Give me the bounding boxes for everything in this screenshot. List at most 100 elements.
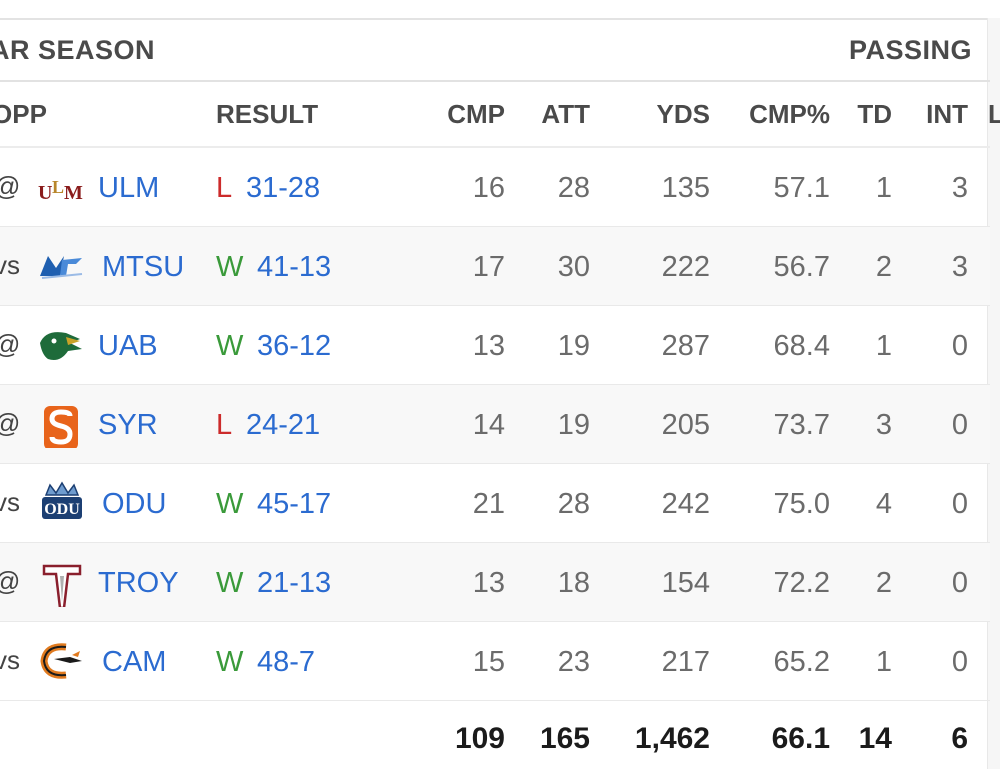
col-yds[interactable]: YDS: [656, 99, 710, 129]
cmp-pct-value: 72.2: [773, 567, 830, 599]
table-row[interactable]: @ TROY W 21-13 13 18 154 72.2 2 0: [0, 543, 990, 622]
result-score-link[interactable]: 21-13: [257, 567, 332, 599]
result-score-link[interactable]: 31-28: [246, 172, 321, 204]
location-prefix: vs: [0, 250, 20, 280]
table-row[interactable]: @ SYR L 24-21 14 19 205 73.7 3 0: [0, 385, 990, 464]
td-value: 2: [875, 567, 892, 599]
table-row[interactable]: vs ODU ODU W 45-17 21 28 242 75.0 4 0: [0, 464, 990, 543]
int-value: 3: [951, 251, 968, 283]
att-value: 23: [557, 646, 590, 678]
yds-value: 222: [661, 251, 710, 283]
yds-value: 154: [661, 567, 710, 599]
opponent-link[interactable]: CAM: [102, 646, 167, 678]
result-wl: W: [216, 567, 244, 599]
td-value: 3: [875, 409, 892, 441]
result-wl: L: [216, 172, 233, 204]
int-value: 0: [951, 409, 968, 441]
uab-dragon-logo-icon: [40, 332, 82, 360]
result-wl: W: [216, 251, 244, 283]
odu-crown-logo-icon: ODU: [42, 481, 82, 519]
result-wl: W: [216, 646, 244, 678]
result-wl: L: [216, 409, 233, 441]
cmp-pct-value: 75.0: [773, 488, 830, 520]
table-row[interactable]: @ U L M ULM L 31-28 16 28 135 57.1 1 3: [0, 148, 990, 227]
cam-logo-icon: [40, 643, 82, 679]
total-cmp: 109: [454, 722, 505, 755]
total-td: 14: [858, 722, 892, 755]
opponent-link[interactable]: ODU: [102, 488, 167, 520]
season-header: AR SEASON PASSING: [0, 22, 990, 82]
att-value: 28: [557, 172, 590, 204]
col-cmp-pct[interactable]: CMP%: [749, 99, 830, 129]
col-td[interactable]: TD: [857, 99, 892, 129]
int-value: 0: [951, 567, 968, 599]
cmp-value: 14: [472, 409, 505, 441]
table-row[interactable]: vs CAM W 48-7 15 23 217 65.2 1 0: [0, 622, 990, 701]
int-value: 3: [951, 172, 968, 204]
table-row[interactable]: vs MTSU W 41-13 17 30 222 56.7 2 3: [0, 227, 990, 306]
cmp-value: 21: [472, 488, 505, 520]
opponent-link[interactable]: TROY: [98, 567, 179, 599]
td-value: 2: [875, 251, 892, 283]
cmp-pct-value: 68.4: [773, 330, 830, 362]
int-value: 0: [951, 488, 968, 520]
syr-logo-icon: [44, 406, 78, 448]
svg-text:L: L: [52, 177, 64, 197]
troy-logo-icon: [42, 564, 82, 607]
result-score-link[interactable]: 48-7: [257, 646, 316, 678]
cmp-value: 13: [472, 330, 505, 362]
passing-section-title: PASSING: [848, 35, 972, 65]
col-opp[interactable]: OPP: [0, 99, 47, 129]
att-value: 28: [557, 488, 590, 520]
att-value: 19: [557, 409, 590, 441]
col-cmp[interactable]: CMP: [447, 99, 505, 129]
col-extra[interactable]: L: [988, 99, 1000, 129]
col-int[interactable]: INT: [926, 99, 968, 129]
opponent-link[interactable]: SYR: [98, 409, 158, 441]
result-score-link[interactable]: 36-12: [257, 330, 332, 362]
location-prefix: @: [0, 170, 20, 202]
ulm-logo-icon: U L M: [38, 177, 83, 204]
result-score-link[interactable]: 24-21: [246, 409, 321, 441]
svg-text:U: U: [38, 182, 52, 204]
opponent-link[interactable]: MTSU: [102, 251, 185, 283]
total-yds: 1,462: [634, 722, 710, 755]
cmp-value: 16: [472, 172, 505, 204]
location-prefix: @: [0, 407, 20, 439]
season-title: AR SEASON: [0, 35, 156, 65]
col-result[interactable]: RESULT: [216, 99, 319, 129]
total-int: 6: [951, 722, 968, 755]
total-att: 165: [539, 722, 590, 755]
result-wl: W: [216, 330, 244, 362]
yds-value: 205: [661, 409, 710, 441]
col-att[interactable]: ATT: [541, 99, 590, 129]
table-row[interactable]: @ UAB W 36-12 13 19 287 68.4 1 0: [0, 306, 990, 385]
totals-row: 109 165 1,462 66.1 14 6: [0, 700, 990, 769]
int-value: 0: [951, 646, 968, 678]
yds-value: 135: [661, 172, 710, 204]
location-prefix: vs: [0, 645, 20, 675]
svg-text:ODU: ODU: [44, 501, 80, 518]
opponent-link[interactable]: UAB: [98, 330, 158, 362]
result-score-link[interactable]: 41-13: [257, 251, 332, 283]
td-value: 4: [875, 488, 892, 520]
location-prefix: vs: [0, 487, 20, 517]
column-header-row: OPP RESULT CMP ATT YDS CMP% TD INT L: [0, 82, 1000, 148]
td-value: 1: [875, 172, 892, 204]
opponent-link[interactable]: ULM: [98, 172, 160, 204]
yds-value: 242: [661, 488, 710, 520]
att-value: 30: [557, 251, 590, 283]
yds-value: 287: [661, 330, 710, 362]
cmp-pct-value: 57.1: [773, 172, 830, 204]
location-prefix: @: [0, 328, 20, 360]
mtsu-logo-icon: [40, 256, 83, 279]
svg-text:M: M: [64, 182, 83, 204]
yds-value: 217: [661, 646, 710, 678]
cmp-pct-value: 56.7: [773, 251, 830, 283]
cmp-pct-value: 73.7: [773, 409, 830, 441]
cmp-pct-value: 65.2: [773, 646, 830, 678]
int-value: 0: [951, 330, 968, 362]
result-wl: W: [216, 488, 244, 520]
result-score-link[interactable]: 45-17: [257, 488, 332, 520]
cmp-value: 15: [472, 646, 505, 678]
